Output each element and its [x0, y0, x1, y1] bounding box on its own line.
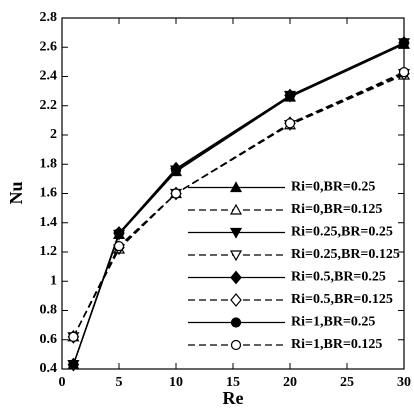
x-tick-label: 25	[340, 375, 354, 390]
marker	[113, 227, 125, 239]
y-tick-label: 2	[50, 127, 57, 142]
legend-label: Ri=0,BR=0.25	[291, 180, 375, 195]
legend-label: Ri=1,BR=0.25	[291, 315, 375, 330]
legend-marker	[230, 317, 242, 328]
y-tick-label: 2.4	[40, 69, 58, 84]
x-tick-label: 10	[169, 375, 183, 390]
y-tick-label: 1.8	[40, 156, 58, 171]
legend-marker	[229, 181, 243, 193]
y-tick-label: 2.2	[40, 98, 58, 113]
x-tick-label: 20	[283, 375, 297, 390]
x-tick-label: 30	[397, 375, 411, 390]
y-tick-label: 0.4	[40, 361, 58, 376]
y-tick-label: 2.8	[40, 10, 58, 25]
marker	[170, 188, 182, 199]
legend-marker	[230, 270, 242, 285]
marker	[170, 165, 182, 176]
y-tick-label: 1.4	[40, 215, 58, 230]
marker	[284, 118, 296, 129]
marker	[284, 90, 296, 101]
x-axis-label: Re	[223, 388, 244, 408]
marker	[398, 37, 410, 48]
legend-label: Ri=0.5,BR=0.25	[291, 270, 386, 285]
legend-marker	[230, 339, 242, 351]
y-tick-label: 0.6	[40, 332, 58, 347]
legend-marker	[229, 227, 243, 239]
marker	[398, 67, 410, 78]
y-tick-label: 1.6	[40, 186, 58, 201]
legend-label: Ri=0.5,BR=0.125	[291, 292, 393, 307]
y-tick-label: 2.6	[40, 39, 58, 54]
legend-label: Ri=0,BR=0.125	[291, 202, 382, 217]
x-tick-label: 15	[226, 375, 240, 390]
legend-marker	[229, 203, 243, 215]
x-tick-label: 5	[116, 375, 123, 390]
legend-marker	[230, 293, 242, 307]
y-axis-label: Nu	[6, 181, 26, 204]
legend-marker	[229, 250, 243, 262]
y-tick-label: 0.8	[40, 303, 58, 318]
marker	[68, 359, 79, 370]
x-tick-label: 0	[59, 375, 66, 390]
marker	[113, 241, 125, 252]
legend-label: Ri=0.25,BR=0.25	[291, 225, 393, 240]
legend-label: Ri=0.25,BR=0.125	[291, 247, 400, 262]
legend-label: Ri=1,BR=0.125	[291, 337, 382, 352]
marker	[68, 331, 79, 342]
y-tick-label: 1.2	[40, 244, 58, 259]
y-tick-label: 1	[50, 273, 57, 288]
